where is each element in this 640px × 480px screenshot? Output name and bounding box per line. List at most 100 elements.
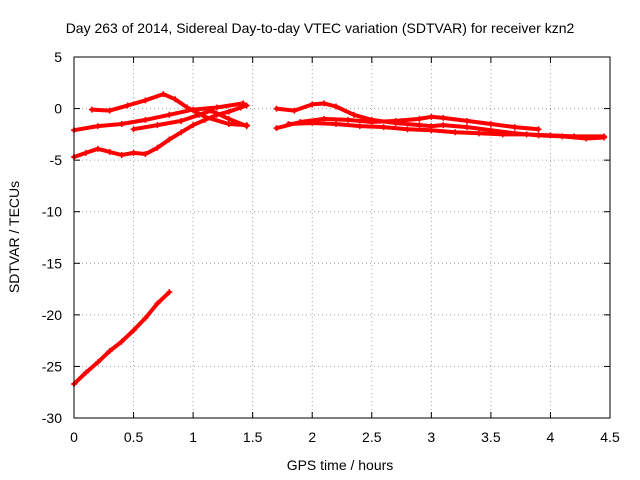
series-line [89, 92, 249, 128]
data-point [464, 117, 471, 124]
x-tick-label: 4 [547, 429, 555, 445]
data-point [416, 115, 423, 122]
data-point [535, 126, 542, 133]
data-point [344, 116, 351, 123]
data-point [309, 101, 316, 108]
data-point [333, 103, 340, 110]
data-point [428, 127, 435, 134]
data-point [142, 116, 149, 123]
data-point [178, 129, 185, 136]
data-point [464, 124, 471, 131]
plot-frame [73, 56, 611, 419]
data-point [172, 96, 179, 103]
data-point [452, 129, 459, 136]
y-tick-label: -5 [50, 152, 63, 168]
data-point [88, 106, 95, 113]
data-point [130, 327, 137, 334]
x-axis-label: GPS time / hours [287, 457, 394, 473]
data-point [160, 91, 167, 98]
data-point [523, 131, 530, 138]
x-tick-label: 0 [70, 429, 78, 445]
data-point [184, 104, 191, 111]
data-point [118, 121, 125, 128]
x-tick-label: 0.5 [124, 429, 144, 445]
y-tick-label: -10 [42, 204, 62, 220]
data-point [166, 289, 173, 296]
y-tick-label: -20 [42, 307, 62, 323]
data-point [166, 136, 173, 143]
data-point [273, 105, 280, 112]
data-point [124, 102, 131, 109]
y-tick-label: -15 [42, 255, 62, 271]
x-tick-label: 4.5 [600, 429, 620, 445]
y-tick-label: -30 [42, 410, 62, 426]
y-axis-label: SDTVAR / TECUs [6, 181, 22, 293]
data-point [356, 123, 363, 130]
data-point [547, 132, 554, 139]
data-point [196, 111, 203, 118]
series-track-b [88, 91, 250, 129]
data-point [118, 151, 125, 158]
data-point [237, 104, 244, 111]
data-point [321, 100, 328, 107]
data-point [333, 121, 340, 128]
data-point [285, 121, 292, 128]
data-point [273, 125, 280, 132]
data-point [350, 111, 357, 118]
data-point [190, 122, 197, 129]
data-point [243, 123, 250, 130]
data-point [142, 97, 149, 104]
data-point [154, 122, 161, 129]
data-point [154, 144, 161, 151]
data-point [106, 107, 113, 114]
data-point [178, 117, 185, 124]
data-point [601, 133, 608, 140]
data-point [213, 104, 220, 111]
data-point [440, 114, 447, 121]
data-point [368, 118, 375, 125]
axis-ticks: 0 0.5 1 1.5 2 2.5 3 3.5 4 4.5 5 0 -5 -10 -15 -20 -25 -30 [42, 49, 620, 445]
data-point [207, 107, 214, 114]
data-point [487, 121, 494, 128]
series-track-d [130, 107, 250, 133]
y-tick-label: 5 [54, 49, 62, 65]
data-point [118, 338, 125, 345]
data-point [475, 130, 482, 137]
data-point [404, 126, 411, 133]
chart-title: Day 263 of 2014, Sidereal Day-to-day VTE… [66, 20, 575, 36]
x-tick-label: 3.5 [481, 429, 501, 445]
data-point [499, 131, 506, 138]
series-track-g [273, 113, 542, 133]
data-series [71, 91, 608, 387]
data-point [142, 150, 149, 157]
y-tick-label: -25 [42, 358, 62, 374]
data-point [428, 113, 435, 120]
x-tick-label: 2 [308, 429, 316, 445]
data-point [130, 149, 137, 156]
data-point [94, 359, 101, 366]
data-point [130, 126, 137, 133]
series-track-h [285, 120, 608, 140]
x-tick-label: 2.5 [362, 429, 382, 445]
data-point [571, 133, 578, 140]
data-point [243, 102, 250, 109]
x-tick-label: 1.5 [243, 429, 263, 445]
data-point [225, 115, 232, 122]
data-point [225, 121, 232, 128]
x-tick-label: 3 [427, 429, 435, 445]
data-point [82, 149, 89, 156]
data-point [380, 124, 387, 131]
data-point [416, 122, 423, 129]
data-point [202, 116, 209, 123]
data-point [82, 369, 89, 376]
data-point [106, 148, 113, 155]
data-point [142, 314, 149, 321]
data-point [154, 300, 161, 307]
data-point [440, 122, 447, 129]
series-line [72, 103, 249, 159]
x-tick-label: 1 [189, 429, 197, 445]
data-point [94, 145, 101, 152]
data-point [511, 124, 518, 131]
